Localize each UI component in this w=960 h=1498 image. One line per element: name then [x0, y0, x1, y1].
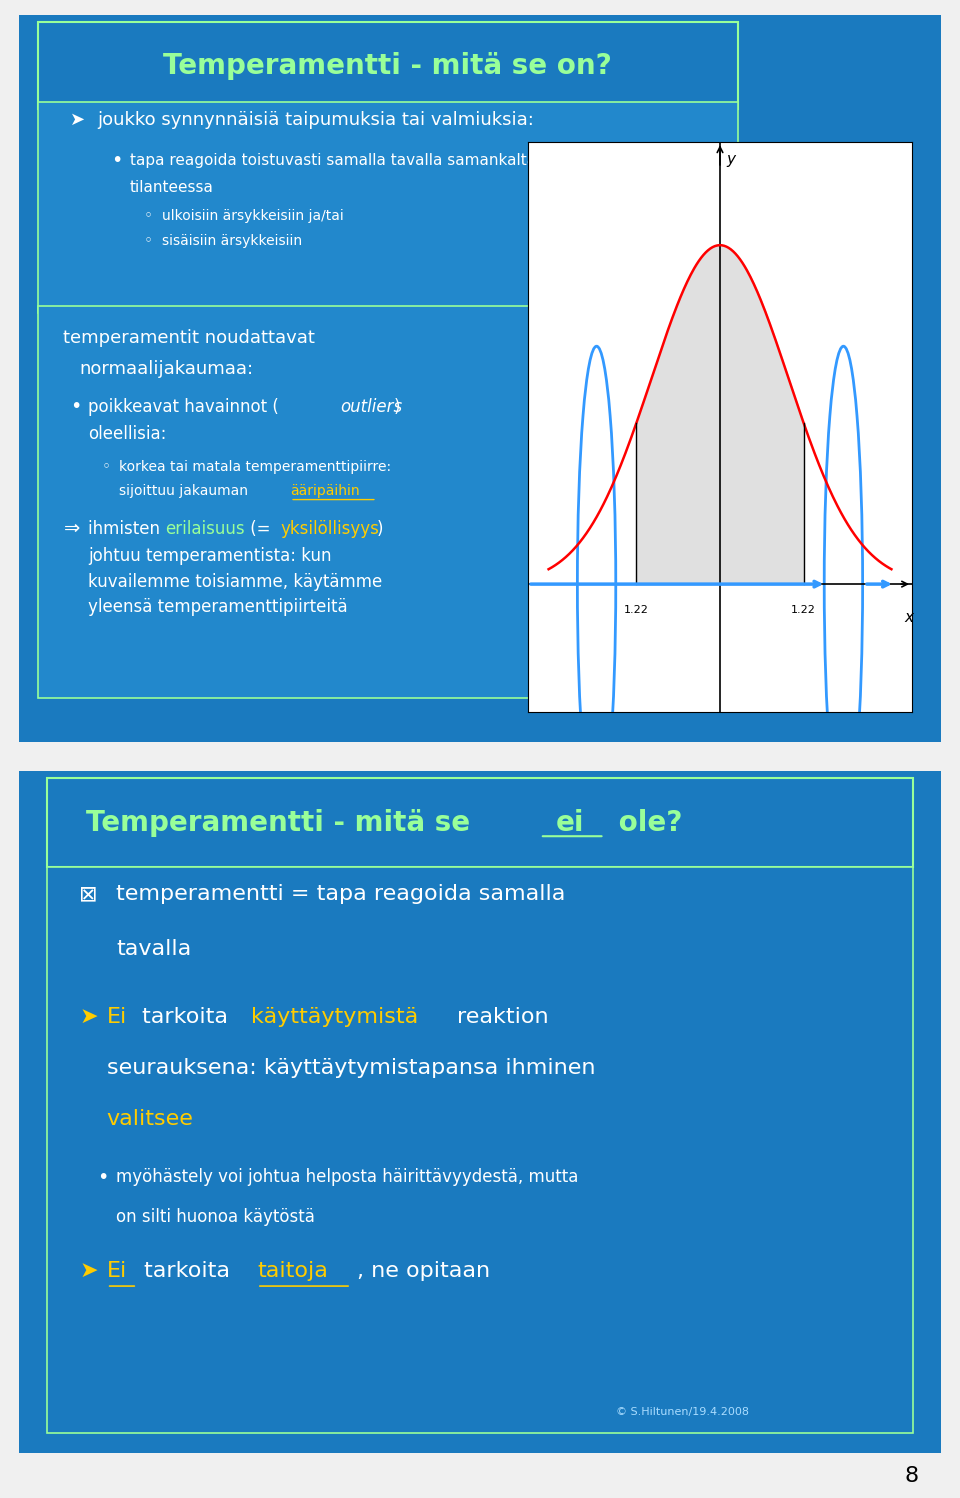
Text: korkea tai matala temperamenttipiirre:: korkea tai matala temperamenttipiirre:: [119, 460, 391, 473]
Text: sisäisiin ärsykkeisiin: sisäisiin ärsykkeisiin: [162, 234, 302, 249]
Text: x: x: [904, 610, 913, 625]
Text: oleellisia:: oleellisia:: [88, 425, 167, 443]
FancyBboxPatch shape: [47, 867, 913, 1432]
FancyBboxPatch shape: [37, 306, 554, 698]
Text: tilanteessa: tilanteessa: [130, 180, 214, 195]
FancyBboxPatch shape: [47, 779, 913, 867]
Text: ◦: ◦: [102, 460, 111, 475]
Text: erilaisuus: erilaisuus: [165, 520, 245, 538]
Text: johtuu temperamentista: kun: johtuu temperamentista: kun: [88, 547, 332, 565]
Text: ulkoisiin ärsykkeisiin ja/tai: ulkoisiin ärsykkeisiin ja/tai: [162, 208, 344, 223]
Text: temperamentit noudattavat: temperamentit noudattavat: [63, 330, 315, 348]
Text: reaktion: reaktion: [457, 1007, 548, 1026]
Text: tarkoita: tarkoita: [144, 1261, 237, 1281]
Text: kuvailemme toisiamme, käytämme: kuvailemme toisiamme, käytämme: [88, 572, 383, 590]
Text: outliers: outliers: [340, 397, 402, 415]
Text: y: y: [727, 151, 736, 166]
FancyBboxPatch shape: [37, 102, 738, 313]
Text: yksilöllisyys: yksilöllisyys: [280, 520, 379, 538]
Text: taitoja: taitoja: [257, 1261, 328, 1281]
Text: Temperamentti - mitä se: Temperamentti - mitä se: [86, 809, 480, 836]
Text: 1.22: 1.22: [624, 605, 649, 616]
Text: on silti huonoa käytöstä: on silti huonoa käytöstä: [116, 1207, 315, 1225]
FancyBboxPatch shape: [19, 771, 941, 1453]
Text: •: •: [111, 151, 123, 169]
Text: ): ): [376, 520, 383, 538]
Text: sijoittuu jakauman: sijoittuu jakauman: [119, 484, 252, 497]
Text: ◦: ◦: [144, 234, 153, 249]
Text: ➤: ➤: [70, 111, 85, 129]
Text: ): ): [394, 397, 400, 415]
Text: myöhästely voi johtua helposta häirittävyydestä, mutta: myöhästely voi johtua helposta häirittäv…: [116, 1168, 578, 1186]
Text: tavalla: tavalla: [116, 939, 191, 959]
Text: (=: (=: [245, 520, 276, 538]
Text: ääripäihin: ääripäihin: [290, 484, 360, 497]
FancyBboxPatch shape: [37, 22, 738, 109]
Text: yleensä temperamenttipiirteitä: yleensä temperamenttipiirteitä: [88, 598, 348, 616]
Text: ◦: ◦: [144, 208, 153, 223]
Text: 1.22: 1.22: [791, 605, 816, 616]
Text: 8: 8: [905, 1465, 919, 1486]
Text: temperamentti = tapa reagoida samalla: temperamentti = tapa reagoida samalla: [116, 884, 565, 905]
Text: ei: ei: [556, 809, 585, 836]
Text: ole?: ole?: [609, 809, 683, 836]
FancyBboxPatch shape: [19, 15, 941, 742]
Text: Temperamentti - mitä se on?: Temperamentti - mitä se on?: [163, 52, 612, 79]
Text: seurauksena: käyttäytymistapansa ihminen: seurauksena: käyttäytymistapansa ihminen: [107, 1058, 595, 1079]
Text: ⊠: ⊠: [79, 884, 98, 905]
Text: , ne opitaan: , ne opitaan: [357, 1261, 491, 1281]
Text: ➤: ➤: [79, 1007, 98, 1026]
Text: tapa reagoida toistuvasti samalla tavalla samankaltaisessa: tapa reagoida toistuvasti samalla tavall…: [130, 153, 583, 168]
Text: •: •: [70, 397, 82, 416]
Text: käyttäytymistä: käyttäytymistä: [252, 1007, 419, 1026]
Text: normaalijakaumaa:: normaalijakaumaa:: [79, 360, 253, 377]
Text: ➤: ➤: [79, 1261, 98, 1281]
Text: © S.Hiltunen/19.4.2008: © S.Hiltunen/19.4.2008: [616, 1407, 749, 1417]
Text: tarkoita: tarkoita: [142, 1007, 235, 1026]
Text: Ei: Ei: [107, 1261, 127, 1281]
Text: valitsee: valitsee: [107, 1109, 194, 1129]
Text: •: •: [98, 1167, 108, 1186]
Text: poikkeavat havainnot (: poikkeavat havainnot (: [88, 397, 279, 415]
Text: © S.Hiltunen/19.9.2008: © S.Hiltunen/19.9.2008: [616, 671, 749, 682]
Text: ihmisten: ihmisten: [88, 520, 165, 538]
Text: joukko synnynnäisiä taipumuksia tai valmiuksia:: joukko synnynnäisiä taipumuksia tai valm…: [98, 111, 535, 129]
Text: ⇒: ⇒: [63, 520, 80, 538]
Text: Ei: Ei: [107, 1007, 127, 1026]
